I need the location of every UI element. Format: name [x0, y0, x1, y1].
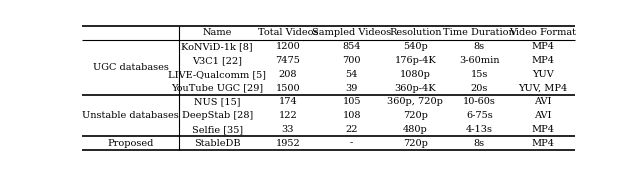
Text: Unstable databases: Unstable databases	[82, 111, 179, 120]
Text: AVI: AVI	[534, 111, 552, 120]
Text: Total Videos: Total Videos	[257, 29, 318, 38]
Text: 3-60min: 3-60min	[459, 56, 499, 65]
Text: 1200: 1200	[275, 42, 300, 51]
Text: Resolution: Resolution	[389, 29, 442, 38]
Text: 22: 22	[346, 125, 358, 134]
Text: StableDB: StableDB	[194, 139, 241, 148]
Text: 8s: 8s	[474, 139, 485, 148]
Text: AVI: AVI	[534, 97, 552, 106]
Text: YUV: YUV	[532, 70, 554, 79]
Text: 1080p: 1080p	[400, 70, 431, 79]
Text: MP4: MP4	[532, 42, 555, 51]
Text: Time Duration: Time Duration	[444, 29, 515, 38]
Text: YUV, MP4: YUV, MP4	[518, 84, 568, 93]
Text: 39: 39	[346, 84, 358, 93]
Text: 176p-4K: 176p-4K	[394, 56, 436, 65]
Text: 360p-4K: 360p-4K	[395, 84, 436, 93]
Text: 54: 54	[346, 70, 358, 79]
Text: 480p: 480p	[403, 125, 428, 134]
Text: NUS [15]: NUS [15]	[194, 97, 241, 106]
Text: Selfie [35]: Selfie [35]	[191, 125, 243, 134]
Text: Name: Name	[202, 29, 232, 38]
Text: 174: 174	[278, 97, 297, 106]
Text: 15s: 15s	[470, 70, 488, 79]
Text: LIVE-Qualcomm [5]: LIVE-Qualcomm [5]	[168, 70, 266, 79]
Text: MP4: MP4	[532, 56, 555, 65]
Text: 1500: 1500	[275, 84, 300, 93]
Text: 854: 854	[342, 42, 361, 51]
Text: 360p, 720p: 360p, 720p	[387, 97, 444, 106]
Text: 700: 700	[342, 56, 361, 65]
Text: 10-60s: 10-60s	[463, 97, 496, 106]
Text: MP4: MP4	[532, 125, 555, 134]
Text: DeepStab [28]: DeepStab [28]	[182, 111, 253, 120]
Text: 208: 208	[278, 70, 297, 79]
Text: -: -	[350, 139, 353, 148]
Text: MP4: MP4	[532, 139, 555, 148]
Text: 540p: 540p	[403, 42, 428, 51]
Text: 6-75s: 6-75s	[466, 111, 493, 120]
Text: 4-13s: 4-13s	[466, 125, 493, 134]
Text: Proposed: Proposed	[108, 139, 154, 148]
Text: YouTube UGC [29]: YouTube UGC [29]	[171, 84, 263, 93]
Text: 108: 108	[342, 111, 361, 120]
Text: 33: 33	[282, 125, 294, 134]
Text: Video Format: Video Format	[509, 29, 577, 38]
Text: 720p: 720p	[403, 111, 428, 120]
Text: 20s: 20s	[470, 84, 488, 93]
Text: 122: 122	[278, 111, 297, 120]
Text: 105: 105	[342, 97, 361, 106]
Text: Sampled Videos: Sampled Videos	[312, 29, 391, 38]
Text: KoNViD-1k [8]: KoNViD-1k [8]	[181, 42, 253, 51]
Text: 1952: 1952	[275, 139, 300, 148]
Text: V3C1 [22]: V3C1 [22]	[192, 56, 242, 65]
Text: UGC databases: UGC databases	[93, 63, 168, 72]
Text: 8s: 8s	[474, 42, 485, 51]
Text: 7475: 7475	[275, 56, 300, 65]
Text: 720p: 720p	[403, 139, 428, 148]
